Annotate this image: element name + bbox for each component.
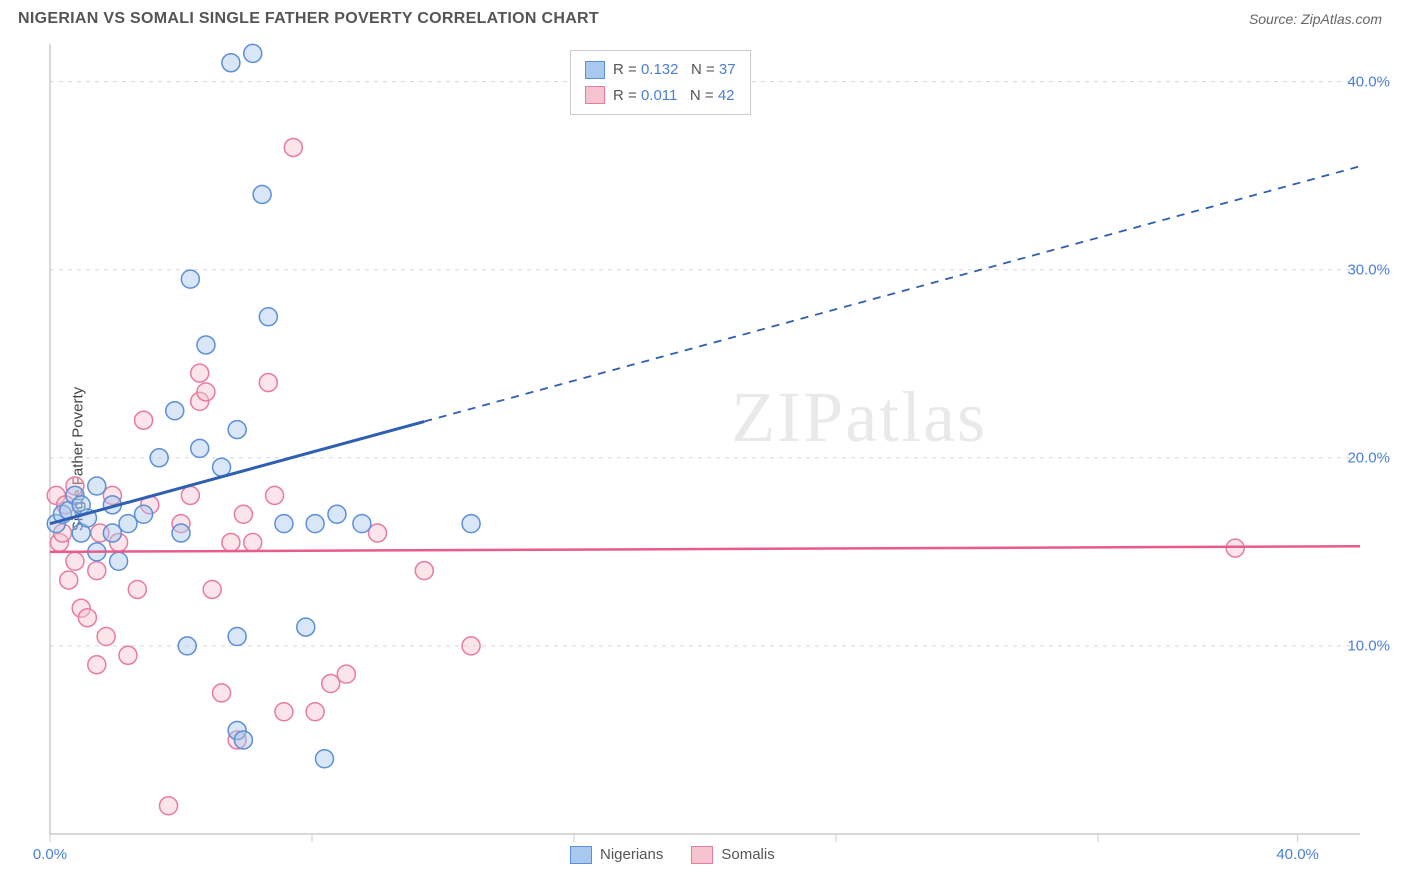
data-point <box>66 552 84 570</box>
chart-title: NIGERIAN VS SOMALI SINGLE FATHER POVERTY… <box>18 10 599 28</box>
stats-text: R = 0.132 N = 37 <box>613 57 736 83</box>
header: NIGERIAN VS SOMALI SINGLE FATHER POVERTY… <box>0 0 1406 34</box>
data-point <box>275 703 293 721</box>
y-tick-label: 40.0% <box>1347 73 1390 90</box>
data-point <box>178 637 196 655</box>
data-point <box>88 562 106 580</box>
legend-label: Nigerians <box>600 842 663 868</box>
data-point <box>135 411 153 429</box>
data-point <box>244 44 262 62</box>
data-point <box>462 637 480 655</box>
data-point <box>266 486 284 504</box>
data-point <box>228 628 246 646</box>
data-point <box>166 402 184 420</box>
legend-item: Nigerians <box>570 842 663 868</box>
data-point <box>234 505 252 523</box>
series-swatch <box>691 846 713 864</box>
data-point <box>337 665 355 683</box>
data-point <box>88 477 106 495</box>
series-swatch <box>570 846 592 864</box>
data-point <box>203 580 221 598</box>
data-point <box>172 524 190 542</box>
data-point <box>128 580 146 598</box>
data-point <box>328 505 346 523</box>
data-point <box>369 524 387 542</box>
series-swatch <box>585 61 605 79</box>
legend-item: Somalis <box>691 842 774 868</box>
data-point <box>88 656 106 674</box>
data-point <box>259 374 277 392</box>
data-point <box>181 270 199 288</box>
source-label: Source: ZipAtlas.com <box>1249 11 1382 27</box>
data-point <box>103 524 121 542</box>
data-point <box>160 797 178 815</box>
data-point <box>119 515 137 533</box>
y-tick-label: 30.0% <box>1347 261 1390 278</box>
data-point <box>234 731 252 749</box>
data-point <box>150 449 168 467</box>
y-tick-label: 20.0% <box>1347 449 1390 466</box>
data-point <box>213 458 231 476</box>
data-point <box>222 533 240 551</box>
data-point <box>244 533 262 551</box>
trend-line-dashed <box>424 166 1360 421</box>
data-point <box>60 571 78 589</box>
data-point <box>119 646 137 664</box>
stats-legend-box: R = 0.132 N = 37R = 0.011 N = 42 <box>570 50 751 115</box>
data-point <box>110 552 128 570</box>
data-point <box>259 308 277 326</box>
data-point <box>322 675 340 693</box>
data-point <box>1226 539 1244 557</box>
legend-label: Somalis <box>721 842 774 868</box>
data-point <box>284 138 302 156</box>
data-point <box>197 383 215 401</box>
x-tick-label: 0.0% <box>33 846 67 863</box>
scatter-chart <box>0 34 1380 864</box>
data-point <box>78 609 96 627</box>
data-point <box>253 185 271 203</box>
stats-text: R = 0.011 N = 42 <box>613 83 735 109</box>
stats-row: R = 0.132 N = 37 <box>585 57 736 83</box>
data-point <box>135 505 153 523</box>
data-point <box>306 515 324 533</box>
data-point <box>191 439 209 457</box>
y-tick-label: 10.0% <box>1347 637 1390 654</box>
data-point <box>228 421 246 439</box>
data-point <box>306 703 324 721</box>
data-point <box>197 336 215 354</box>
data-point <box>191 364 209 382</box>
data-point <box>97 628 115 646</box>
series-swatch <box>585 86 605 104</box>
data-point <box>297 618 315 636</box>
x-tick-label: 40.0% <box>1276 846 1319 863</box>
data-point <box>222 54 240 72</box>
data-point <box>415 562 433 580</box>
chart-container: Single Father Poverty 10.0%20.0%30.0%40.… <box>0 34 1406 884</box>
stats-row: R = 0.011 N = 42 <box>585 83 736 109</box>
data-point <box>315 750 333 768</box>
data-point <box>462 515 480 533</box>
data-point <box>353 515 371 533</box>
data-point <box>213 684 231 702</box>
data-point <box>275 515 293 533</box>
series-legend: Nigerians Somalis <box>570 842 775 868</box>
data-point <box>181 486 199 504</box>
